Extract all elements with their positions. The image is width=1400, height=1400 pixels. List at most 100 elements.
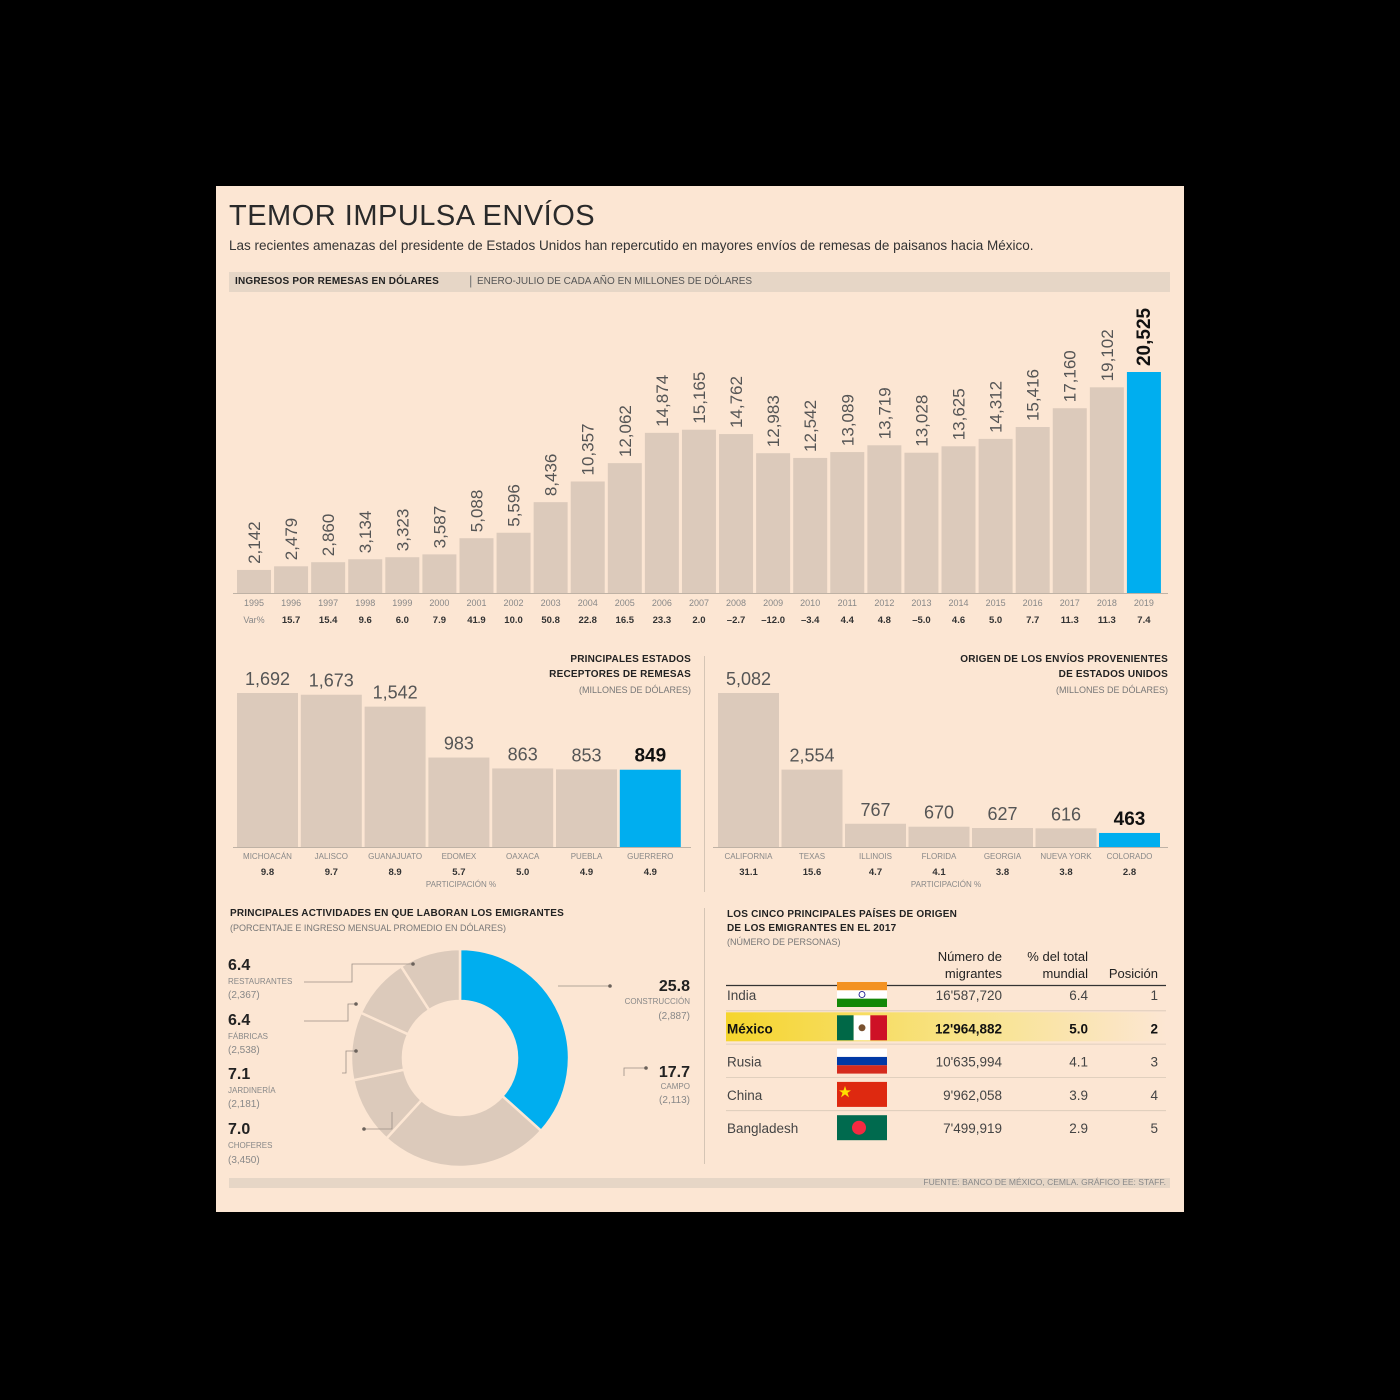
value-label-2005: 12,062 <box>616 405 635 457</box>
var-value-2014: 4.6 <box>952 615 965 626</box>
origin-value-label-3: 670 <box>924 803 954 823</box>
bar-2018 <box>1089 387 1124 593</box>
value-label-2011: 13,089 <box>838 394 857 446</box>
origin-chart-title: ORIGEN DE LOS ENVÍOS PROVENIENTES DE EST… <box>896 652 1168 682</box>
bar-2006 <box>644 432 679 593</box>
year-label-2012: 2012 <box>874 598 894 608</box>
table-pct-2: 4.1 <box>1069 1055 1088 1070</box>
value-label-2009: 12,983 <box>764 395 783 447</box>
var-value-1999: 6.0 <box>396 615 409 626</box>
value-label-2012: 13,719 <box>875 387 894 439</box>
year-label-1999: 1999 <box>392 598 412 608</box>
infographic-panel: TEMOR IMPULSA ENVÍOS Las recientes amena… <box>216 186 1184 1212</box>
table-pct-4: 2.9 <box>1069 1121 1088 1136</box>
bar-2017 <box>1052 408 1087 593</box>
var-value-2019: 7.4 <box>1137 615 1151 626</box>
states-participation-1: 9.7 <box>325 867 338 878</box>
value-label-2014: 13,625 <box>950 388 969 440</box>
charts-canvas: 2,14219952,479199615.72,860199715.43,134… <box>228 307 1168 1169</box>
year-label-2011: 2011 <box>838 598 857 608</box>
table-pos-1: 2 <box>1150 1021 1158 1036</box>
states-chart-title-line1: PRINCIPALES ESTADOS <box>570 654 691 665</box>
states-participation-6: 4.9 <box>644 867 657 878</box>
page-subtitle: Las recientes amenazas del presidente de… <box>229 238 1034 253</box>
origin-participation-3: 4.1 <box>932 867 946 878</box>
bar-2003 <box>533 502 568 593</box>
bar-2015 <box>978 438 1013 593</box>
var-value-2008: –2.7 <box>727 615 746 626</box>
donut-income-restaurantes: (2,367) <box>228 990 260 1001</box>
year-label-2005: 2005 <box>615 598 635 608</box>
origin-category-5: NUEVA YORK <box>1040 852 1092 861</box>
value-label-2001: 5,088 <box>467 490 486 533</box>
var-value-2000: 7.9 <box>433 615 446 626</box>
year-label-2018: 2018 <box>1097 598 1117 608</box>
donut-value-campo: 17.7 <box>659 1064 690 1081</box>
year-label-2006: 2006 <box>652 598 672 608</box>
bar-2012 <box>867 445 902 593</box>
year-label-2017: 2017 <box>1060 598 1080 608</box>
origin-chart-unit: (MILLONES DE DÓLARES) <box>1055 685 1168 695</box>
var-value-2009: –12.0 <box>761 615 785 626</box>
value-label-2010: 12,542 <box>801 400 820 452</box>
leader-dot-0 <box>608 984 612 988</box>
value-label-2015: 14,312 <box>987 381 1006 433</box>
bar-2001 <box>459 538 494 593</box>
var-value-2001: 41.9 <box>467 615 486 626</box>
leader-dot-5 <box>411 962 415 966</box>
value-label-1997: 2,860 <box>319 514 338 557</box>
countries-title-line1: LOS CINCO PRINCIPALES PAÍSES DE ORIGEN <box>727 909 958 920</box>
states-participation-4: 5.0 <box>516 867 529 878</box>
origin-category-2: ILLINOIS <box>859 852 892 861</box>
var-value-2005: 16.5 <box>616 615 635 626</box>
year-label-2010: 2010 <box>800 598 820 608</box>
table-country-1: México <box>727 1021 773 1036</box>
var-value-2010: –3.4 <box>801 615 820 626</box>
value-label-1998: 3,134 <box>356 511 375 554</box>
table-country-2: Rusia <box>727 1055 762 1070</box>
year-label-1998: 1998 <box>355 598 375 608</box>
leader-line-campo <box>623 1067 646 1076</box>
value-label-2016: 15,416 <box>1024 369 1043 421</box>
section-header-separator: | <box>469 273 473 288</box>
var-value-2007: 2.0 <box>692 615 705 626</box>
origin-participation-6: 2.8 <box>1123 867 1136 878</box>
table-pct-0: 6.4 <box>1069 988 1088 1003</box>
origin-value-label-5: 616 <box>1051 804 1081 824</box>
table-country-0: India <box>727 988 757 1003</box>
bar-2000 <box>422 554 457 593</box>
leader-line-restaurantes <box>304 963 413 983</box>
source-bar: FUENTE: BANCO DE MÉXICO, CEMLA. GRÁFICO … <box>229 1177 1170 1188</box>
table-header-0-0: Número de <box>938 949 1002 964</box>
origin-participation-1: 15.6 <box>803 867 822 878</box>
leader-dot-4 <box>354 1002 358 1006</box>
table-header-1-1: mundial <box>1042 966 1088 981</box>
states-participation-2: 8.9 <box>388 867 401 878</box>
origin-value-label-0: 5,082 <box>726 669 771 689</box>
bar-2019 <box>1126 372 1161 593</box>
value-label-2019: 20,525 <box>1134 307 1155 366</box>
origin-value-label-6: 463 <box>1114 809 1146 830</box>
value-label-2008: 14,762 <box>727 376 746 428</box>
table-pos-4: 5 <box>1150 1121 1158 1136</box>
donut-value-fábricas: 6.4 <box>228 1012 250 1029</box>
year-label-2019: 2019 <box>1134 598 1154 608</box>
origin-value-label-4: 627 <box>987 804 1017 824</box>
origin-value-label-2: 767 <box>860 800 890 820</box>
states-value-label-0: 1,692 <box>245 669 290 689</box>
value-label-2018: 19,102 <box>1098 329 1117 381</box>
countries-unit: (NÚMERO DE PERSONAS) <box>727 937 841 947</box>
var-value-2006: 23.3 <box>653 615 672 626</box>
leader-dot-3 <box>354 1049 358 1053</box>
states-bar-1 <box>300 694 362 847</box>
bar-2013 <box>904 452 939 593</box>
value-label-2006: 14,874 <box>653 375 672 427</box>
source-note: FUENTE: BANCO DE MÉXICO, CEMLA. GRÁFICO … <box>923 1177 1166 1187</box>
origin-participation-4: 3.8 <box>996 867 1009 878</box>
year-label-2000: 2000 <box>429 598 449 608</box>
section-header-light: ENERO-JULIO DE CADA AÑO EN MILLONES DE D… <box>477 276 753 287</box>
origin-category-3: FLORIDA <box>922 852 957 861</box>
states-chart-title: PRINCIPALES ESTADOS RECEPTORES DE REMESA… <box>486 652 691 682</box>
bangladesh-flag-icon <box>837 1115 887 1141</box>
states-value-label-4: 863 <box>508 744 538 764</box>
